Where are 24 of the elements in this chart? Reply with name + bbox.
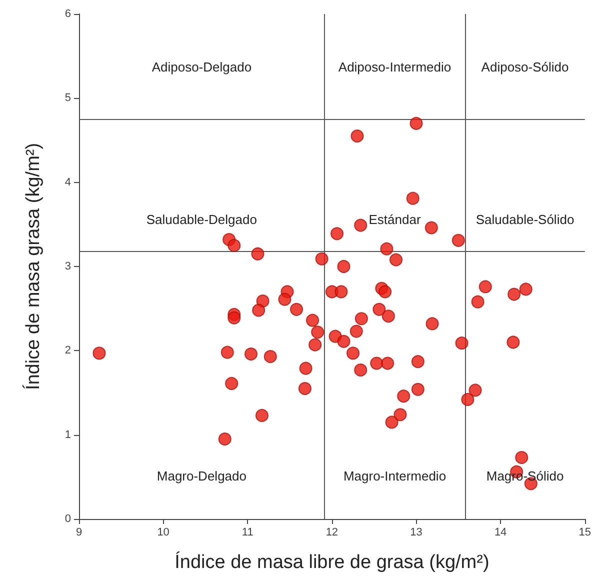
y-tick-label: 3 bbox=[64, 260, 71, 272]
y-tick-label: 1 bbox=[64, 428, 71, 441]
annotation: Adiposo-Sólido bbox=[481, 59, 569, 74]
y-tick-label: 4 bbox=[64, 176, 71, 188]
x-tick-label: 15 bbox=[578, 526, 592, 538]
y-tick-label: 0 bbox=[64, 513, 71, 525]
x-tick-label: 12 bbox=[326, 526, 338, 538]
annotation: Adiposo-Delgado bbox=[152, 59, 252, 74]
x-tick-label: 9 bbox=[76, 526, 82, 538]
x-axis-title: Índice de masa libre de grasa (kg/m²) bbox=[174, 551, 490, 573]
x-tick-label: 11 bbox=[242, 526, 254, 538]
annotation: Adiposo-Intermedio bbox=[338, 59, 452, 74]
y-axis-title: Índice de masa grasa (kg/m²) bbox=[22, 142, 44, 390]
y-tick-label: 5 bbox=[64, 92, 71, 104]
annotation: Magro-Intermedio bbox=[343, 468, 446, 484]
x-tick-label: 10 bbox=[157, 526, 170, 538]
annotation: Saludable-Delgado bbox=[146, 212, 257, 228]
x-tick-label: 13 bbox=[410, 526, 422, 538]
annotation: Estándar bbox=[368, 212, 422, 228]
y-tick-label: 2 bbox=[64, 344, 71, 357]
x-tick-label: 14 bbox=[494, 526, 507, 538]
annotation: Magro-Delgado bbox=[156, 468, 246, 484]
annotation: Saludable-Sólido bbox=[476, 212, 574, 228]
y-tick-label: 6 bbox=[64, 8, 71, 20]
